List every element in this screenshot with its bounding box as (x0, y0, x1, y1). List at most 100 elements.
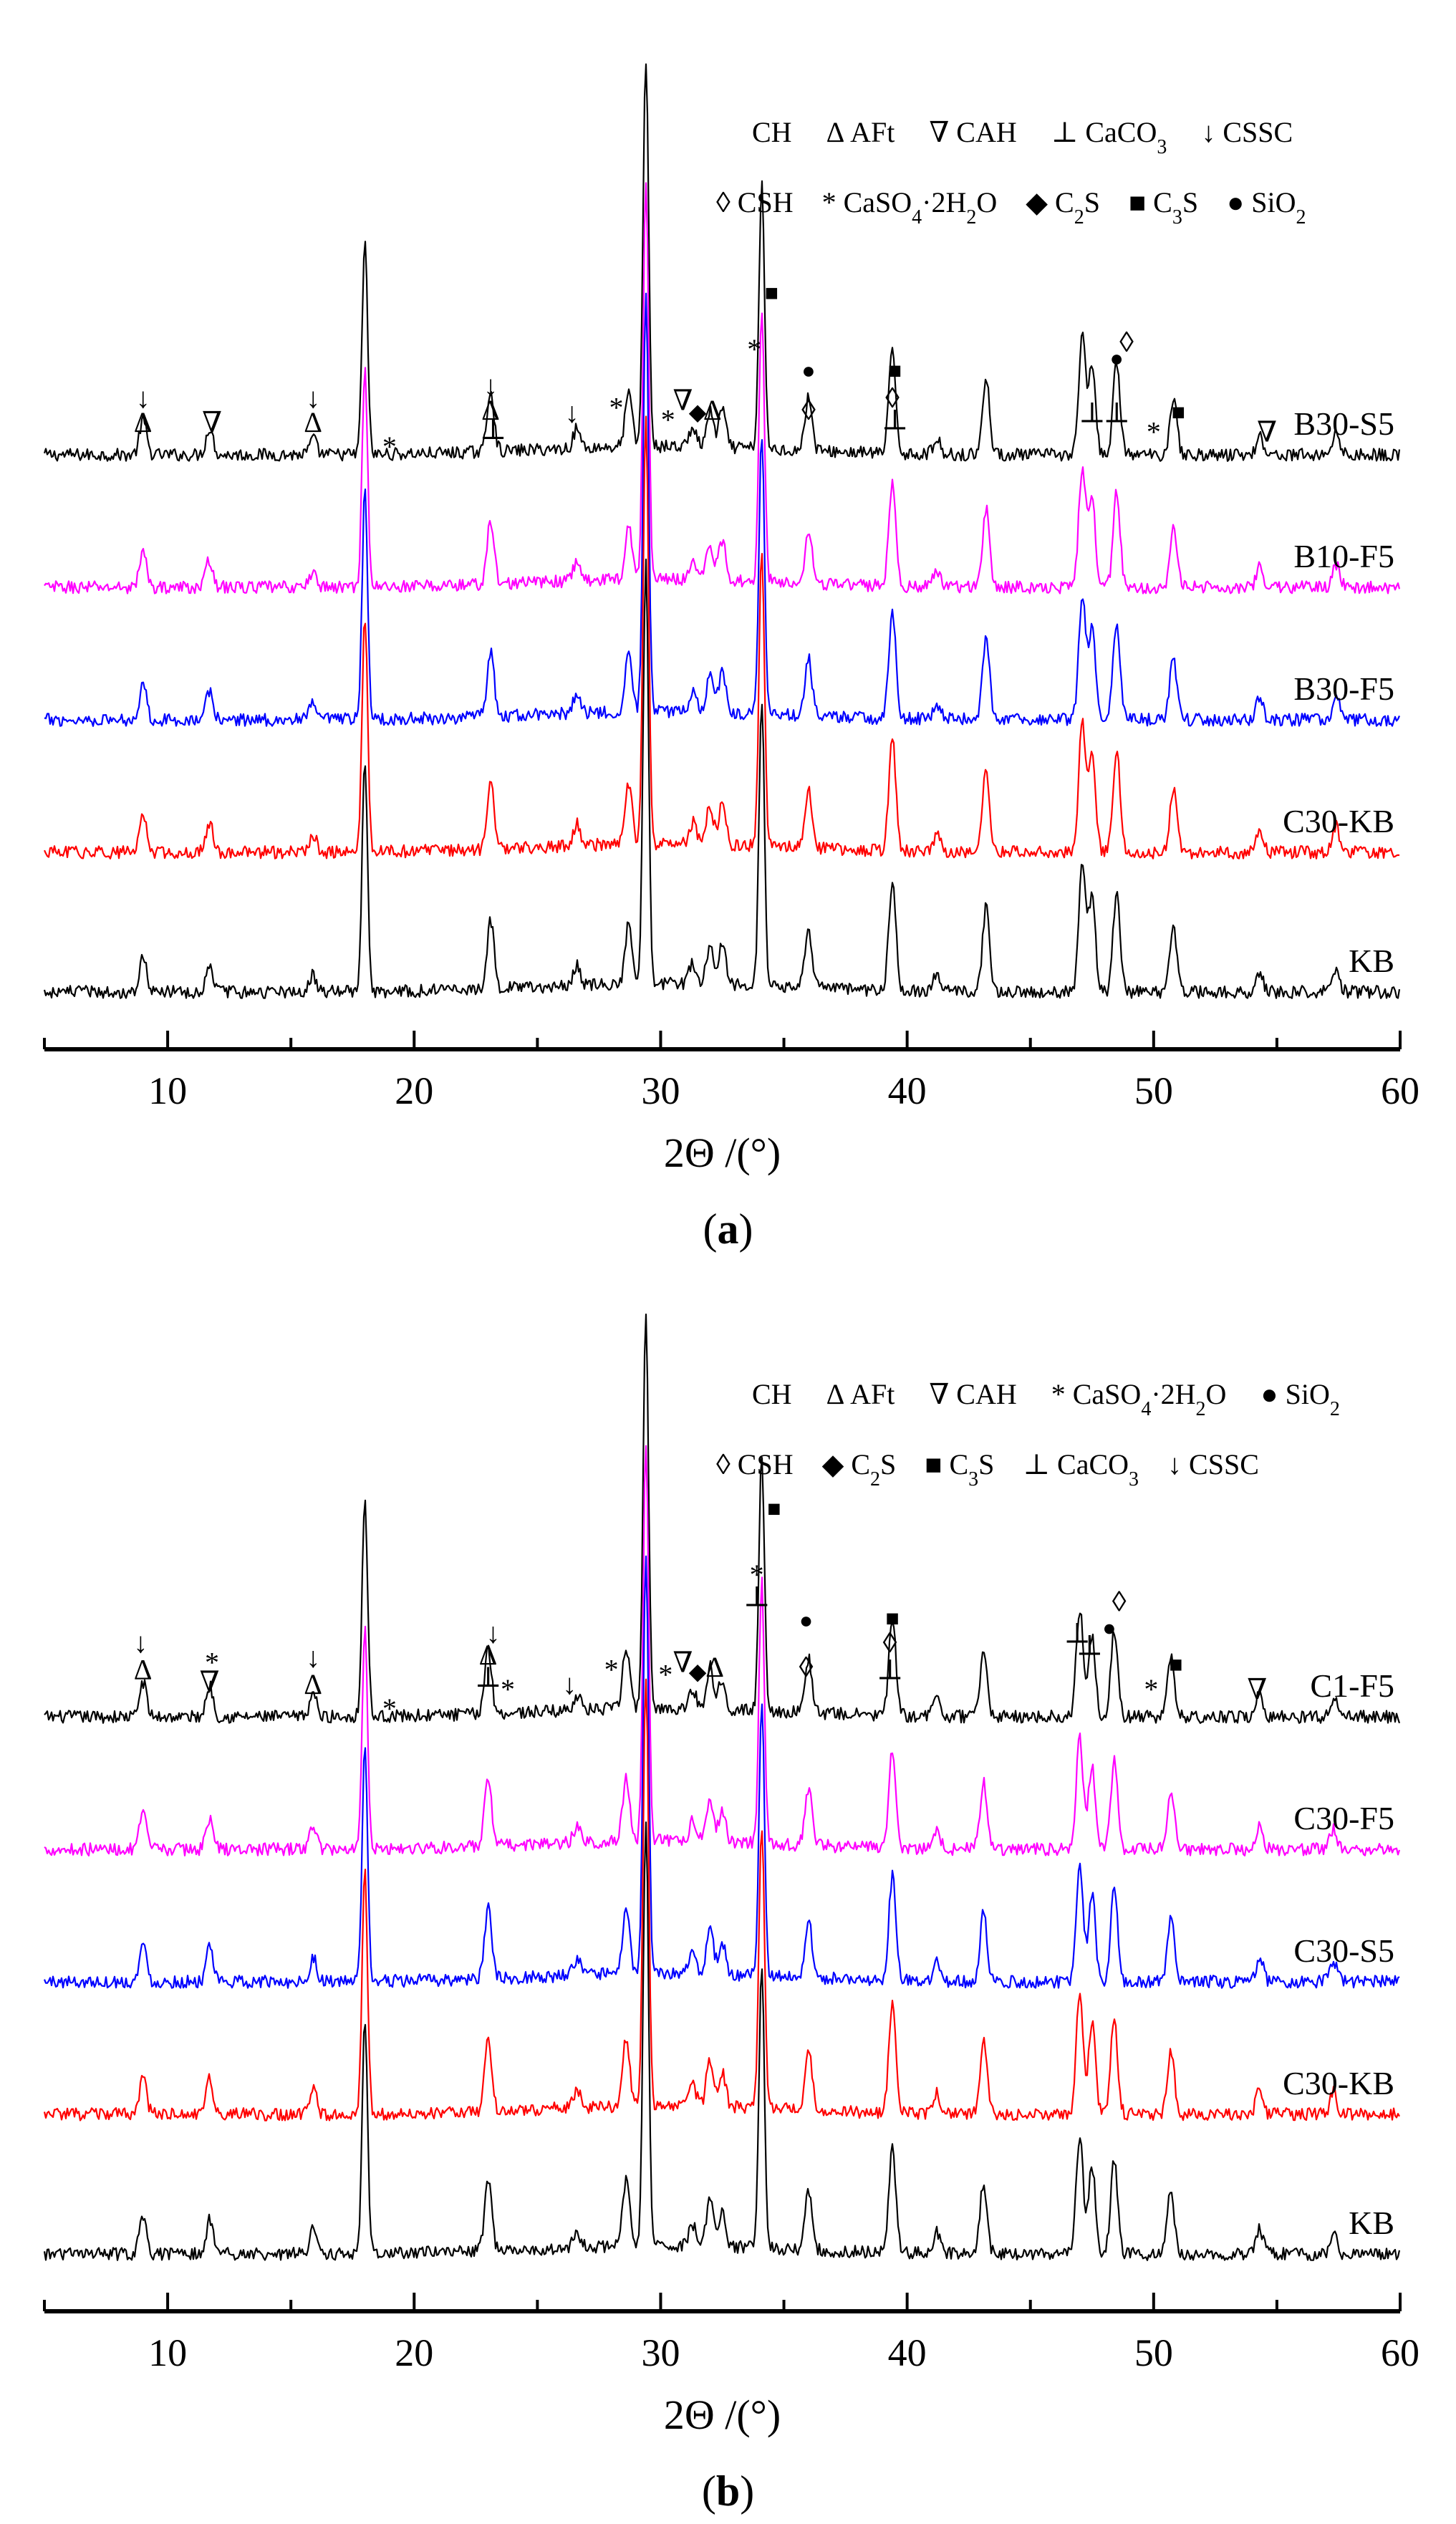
phase-marker: * (604, 1654, 619, 1686)
phase-marker: ⊥ (882, 404, 909, 436)
phase-marker: * (382, 1692, 397, 1725)
series-label-c30-kb: C30-KB (1283, 803, 1394, 839)
x-tick-label: 50 (1134, 1069, 1173, 1112)
legend-entry: ⊥ CaCO3 (1023, 1448, 1139, 1490)
x-tick-label: 20 (395, 2331, 433, 2374)
phase-marker: ◆ (689, 1659, 707, 1685)
phase-marker: ● (1110, 345, 1124, 371)
phase-marker: * (1147, 416, 1161, 448)
phase-marker: * (661, 404, 675, 436)
phase-marker: ⊥ (877, 1654, 904, 1686)
phase-marker: ◊ (883, 1627, 897, 1659)
series-label-c30-s5: C30-S5 (1293, 1932, 1394, 1969)
phase-marker: * (382, 430, 397, 463)
x-tick-label: 10 (148, 1069, 187, 1112)
legend-entry: ■ C3S (925, 1448, 994, 1490)
legend-entry: * CaSO4·2H2O (822, 186, 998, 228)
phase-marker: ∇ (1257, 416, 1277, 448)
legend-entry: ● SiO2 (1227, 186, 1306, 228)
phase-marker: ● (799, 1607, 813, 1633)
series-label-c30-kb: C30-KB (1283, 2065, 1394, 2101)
phase-marker: * (750, 1559, 764, 1591)
phase-marker: ■ (767, 1495, 781, 1521)
legend-entry: ∇ CAH (929, 1378, 1016, 1410)
x-tick-label: 60 (1381, 2331, 1419, 2374)
phase-marker: ■ (765, 279, 778, 305)
series-label-c1-f5: C1-F5 (1310, 1667, 1394, 1704)
trace-kb (43, 1821, 1401, 2261)
legend-entry: ◊ CSH (716, 1448, 794, 1480)
trace-c30-s5 (43, 1555, 1400, 1989)
phase-marker: ◊ (1119, 326, 1134, 358)
legend-entry: ⊥ CaCO3 (1051, 116, 1167, 158)
phase-marker: * (609, 392, 624, 424)
x-tick-label: 20 (395, 1069, 433, 1112)
phase-marker: ■ (888, 357, 902, 383)
x-tick-label: 30 (641, 1069, 680, 1112)
series-label-kb: KB (1349, 2205, 1394, 2241)
phase-marker: * (658, 1658, 672, 1690)
phase-marker: ● (1102, 1614, 1116, 1640)
phase-marker: ⊥ (475, 1661, 502, 1693)
trace-c30-kb (43, 1678, 1400, 2121)
phase-marker: ↓ (486, 1617, 500, 1649)
phase-marker: ◆ (689, 399, 707, 425)
phase-marker: ◊ (885, 382, 900, 414)
trace-b30-s5 (43, 63, 1401, 462)
xrd-plot-b: C1-F5C30-F5C30-S5C30-KBKBΔ↓∇*Δ↓*⊥Δ↓*↓*⊥◊… (43, 1313, 1419, 2515)
x-axis-label: 2Θ /(°) (664, 1129, 781, 1176)
phase-marker: Δ (304, 406, 322, 438)
legend-entry: ↓ CSSC (1167, 1448, 1259, 1480)
phase-marker: ⊥ (1064, 1617, 1091, 1649)
legend-entry: ◆ C2S (1026, 186, 1100, 228)
panel-label: (a) (703, 1205, 753, 1253)
phase-marker: ↓ (483, 370, 498, 402)
phase-marker: ⊥ (743, 1581, 771, 1613)
xrd-chart-b: C1-F5C30-F5C30-S5C30-KBKBΔ↓∇*Δ↓*⊥Δ↓*↓*⊥◊… (0, 1262, 1456, 2524)
phase-marker: ∇ (672, 1646, 693, 1678)
legend-entry: ● SiO2 (1260, 1378, 1339, 1420)
phase-marker: ⊥ (480, 413, 507, 445)
legend-entry: ■ C3S (1129, 186, 1198, 228)
phase-marker: Δ (703, 394, 722, 426)
legend-entry: ∇ CAH (929, 116, 1016, 148)
legend-entry: CH (752, 1378, 792, 1410)
phase-marker: ↓ (306, 1642, 320, 1674)
x-axis-label: 2Θ /(°) (664, 2391, 781, 2438)
x-tick-label: 10 (148, 2331, 187, 2374)
phase-marker: Δ (705, 1651, 724, 1683)
x-tick-label: 60 (1381, 1069, 1419, 1112)
phase-marker: ◊ (1112, 1585, 1127, 1617)
legend-entry: * CaSO4·2H2O (1051, 1378, 1227, 1420)
phase-marker: ◊ (799, 1651, 814, 1683)
phase-marker: Δ (134, 406, 153, 438)
x-tick-label: 40 (888, 2331, 927, 2374)
phase-marker: ∇ (202, 406, 222, 438)
phase-marker: ⊥ (1103, 396, 1130, 428)
x-tick-label: 30 (641, 2331, 680, 2374)
legend-entry: CH (752, 116, 792, 148)
phase-marker: ⊥ (1079, 396, 1106, 428)
legend-entry: ◆ C2S (822, 1448, 897, 1490)
series-label-kb: KB (1349, 943, 1394, 979)
phase-marker: ● (801, 357, 815, 383)
phase-marker: ∇ (672, 384, 693, 416)
trace-kb (43, 558, 1401, 999)
xrd-plot-a: B30-S5B10-F5B30-F5C30-KBKBΔ↓∇Δ↓*⊥Δ↓↓*◆◊■… (43, 63, 1419, 1253)
legend-entry: ◊ CSH (716, 186, 794, 218)
phase-marker: ↓ (136, 382, 150, 414)
trace-c30-f5 (44, 1445, 1401, 1856)
panel-label: (b) (702, 2467, 754, 2515)
legend-entry: ↓ CSSC (1201, 116, 1293, 148)
series-label-b30-s5: B30-S5 (1293, 405, 1394, 442)
phase-marker: ⊥ (1076, 1629, 1104, 1662)
phase-marker: ■ (1172, 399, 1185, 425)
phase-marker: Δ (479, 1639, 498, 1671)
x-tick-label: 50 (1134, 2331, 1173, 2374)
phase-marker: ∇ (200, 1666, 220, 1698)
legend-entry: Δ AFt (826, 1378, 895, 1410)
phase-marker: * (205, 1646, 219, 1678)
phase-marker: * (501, 1673, 515, 1705)
xrd-chart-a: B30-S5B10-F5B30-F5C30-KBKBΔ↓∇Δ↓*⊥Δ↓↓*◆◊■… (43, 63, 1419, 1253)
x-tick-label: 40 (888, 1069, 927, 1112)
